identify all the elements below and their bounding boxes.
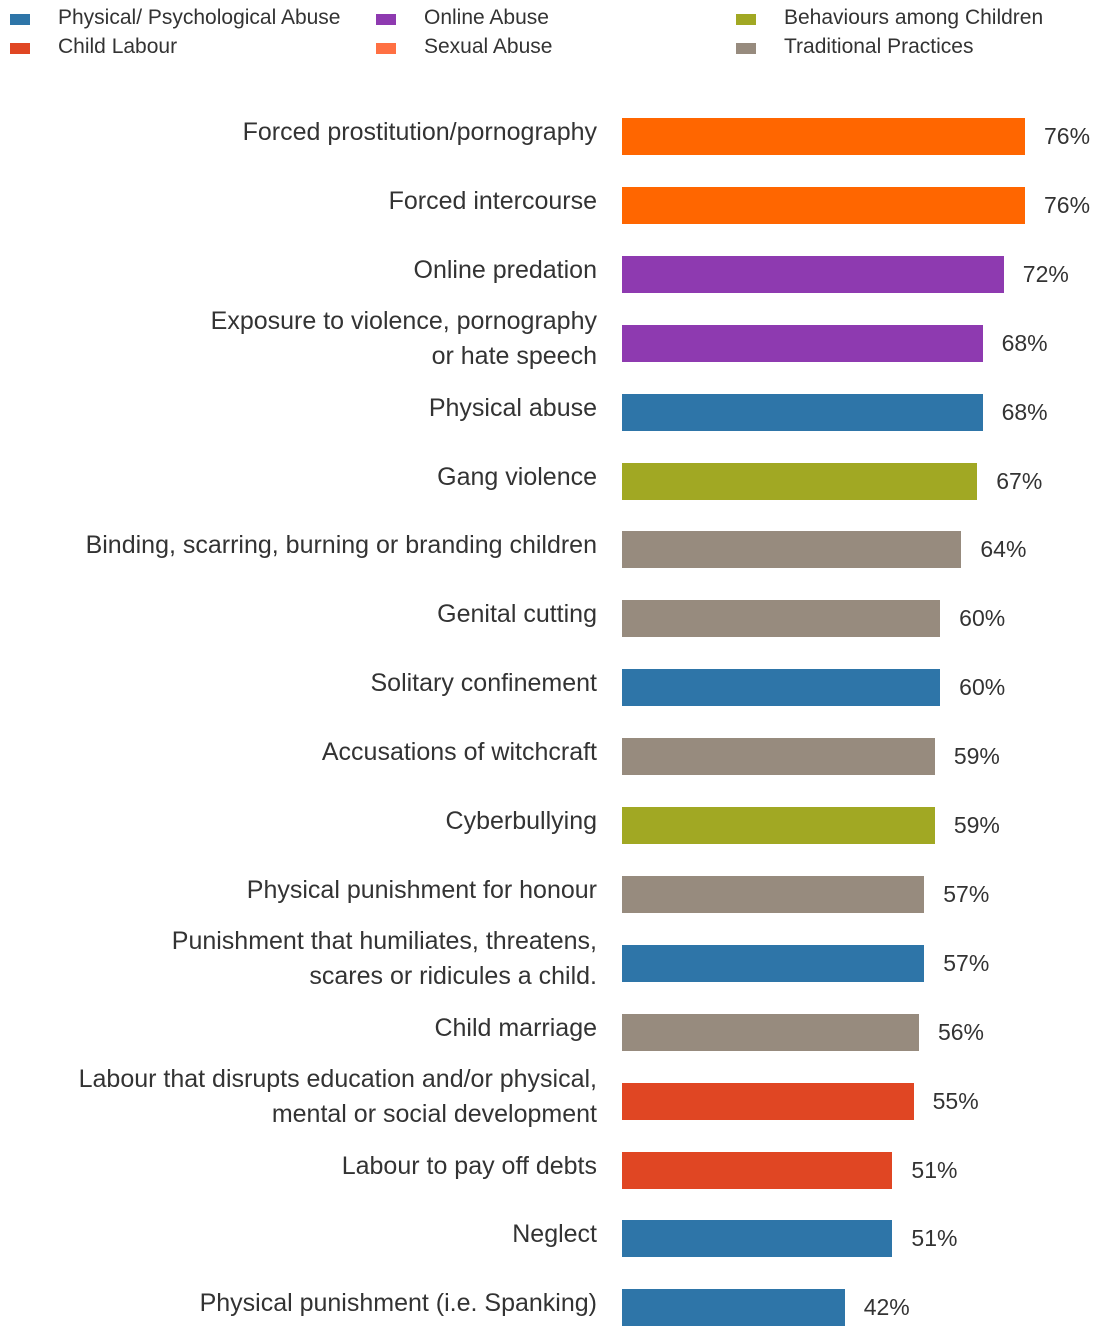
value-label: 67%: [996, 467, 1043, 494]
bar: [622, 462, 978, 500]
category-label: Forced intercourse: [389, 184, 597, 219]
value-label: 59%: [953, 812, 1000, 838]
bar: [622, 1151, 893, 1189]
bar: [622, 875, 925, 913]
category-label: Exposure to violence, pornography or hate…: [211, 304, 597, 374]
category-label-line: Cyberbullying: [445, 807, 597, 835]
category-label: Online predation: [414, 253, 597, 288]
category-label-line: Online predation: [413, 255, 597, 284]
category-label: Labour that disrupts education and/or ph…: [79, 1062, 597, 1132]
legend-label: Online Abuse: [424, 6, 549, 29]
value-label: 56%: [937, 1018, 984, 1045]
legend-label: Child Labour: [58, 35, 178, 58]
legend-label: Traditional Practices: [784, 35, 974, 58]
value-label: 51%: [911, 1225, 958, 1252]
legend-swatch: [736, 43, 756, 54]
legend-swatch: [736, 14, 756, 25]
category-label-line: Physical punishment (i.e. Spanking): [199, 1289, 597, 1318]
value-label: 59%: [953, 743, 1000, 770]
category-label: Physical punishment for honour: [247, 873, 597, 908]
bar: [622, 1013, 919, 1051]
bar: [622, 393, 983, 431]
category-label-line: Punishment that humiliates, threatens,: [171, 927, 597, 956]
bar: [622, 1289, 845, 1326]
value-label: 68%: [1001, 398, 1048, 425]
category-label-line: Solitary confinement: [370, 669, 597, 698]
category-label: Labour to pay off debts: [342, 1149, 597, 1184]
category-label-line: Accusations of witchcraft: [321, 738, 597, 767]
category-label-line: Labour that disrupts education and/or ph…: [78, 1065, 597, 1094]
category-label: Physical punishment (i.e. Spanking): [200, 1286, 597, 1321]
bar: [622, 807, 935, 844]
value-label: 76%: [1044, 191, 1091, 218]
bar: [622, 255, 1004, 293]
value-label: 68%: [1001, 329, 1048, 356]
bar: [622, 669, 941, 707]
bar: [622, 324, 983, 362]
category-label-line: Forced prostitution/pornography: [242, 118, 597, 146]
bar: [622, 1220, 893, 1258]
bar: [622, 186, 1025, 224]
category-label-line: Exposure to violence, pornography: [210, 307, 597, 336]
value-label: 57%: [943, 880, 990, 907]
bar: [622, 738, 935, 776]
legend-swatch: [10, 43, 30, 54]
category-label: Neglect: [512, 1217, 597, 1252]
value-label: 42%: [863, 1294, 910, 1321]
category-label: Genital cutting: [437, 597, 597, 632]
category-label: Cyberbullying: [446, 804, 597, 839]
bar: [622, 944, 925, 982]
value-label: 51%: [911, 1156, 958, 1183]
category-label: Accusations of witchcraft: [322, 735, 597, 770]
bar: [622, 531, 962, 569]
category-label: Forced prostitution/pornography: [243, 115, 597, 150]
category-label: Punishment that humiliates, threatens, sc…: [172, 924, 597, 994]
value-label: 55%: [932, 1087, 979, 1114]
category-label-line: Gang violence: [437, 462, 597, 491]
bar: [622, 118, 1025, 155]
category-label: Solitary confinement: [370, 666, 597, 701]
value-label: 64%: [980, 536, 1027, 563]
category-label-line: scares or ridicules a child.: [309, 962, 597, 991]
value-label: 60%: [959, 605, 1006, 632]
category-label-line: Genital cutting: [437, 600, 597, 629]
value-label: 57%: [943, 949, 990, 976]
value-label: 72%: [1022, 260, 1069, 287]
bar: [622, 600, 941, 638]
category-label: Binding, scarring, burning or branding c…: [86, 528, 597, 563]
category-label-line: Child marriage: [434, 1013, 597, 1042]
value-label: 76%: [1044, 123, 1091, 149]
legend-swatch: [10, 14, 30, 25]
bar: [622, 1082, 914, 1120]
category-label-line: mental or social development: [271, 1100, 597, 1129]
legend-label: Sexual Abuse: [424, 35, 553, 58]
category-label-line: Neglect: [512, 1220, 597, 1249]
category-label: Physical abuse: [429, 391, 597, 426]
value-label: 60%: [959, 674, 1006, 701]
category-label-line: or hate speech: [431, 342, 597, 371]
category-label-line: Binding, scarring, burning or branding c…: [85, 531, 597, 560]
legend-label: Behaviours among Children: [784, 6, 1044, 29]
category-label-line: Physical punishment for honour: [246, 875, 597, 904]
category-label: Gang violence: [437, 460, 597, 495]
chart-legend: Physical/ Psychological Abuse Child Labou…: [0, 0, 1102, 70]
legend-swatch: [376, 43, 396, 54]
legend-swatch: [376, 14, 396, 25]
category-label-line: Labour to pay off debts: [341, 1151, 597, 1180]
category-label: Child marriage: [434, 1011, 597, 1046]
legend-label: Physical/ Psychological Abuse: [58, 6, 341, 29]
category-label-line: Physical abuse: [428, 393, 597, 422]
category-label-line: Forced intercourse: [388, 186, 597, 215]
